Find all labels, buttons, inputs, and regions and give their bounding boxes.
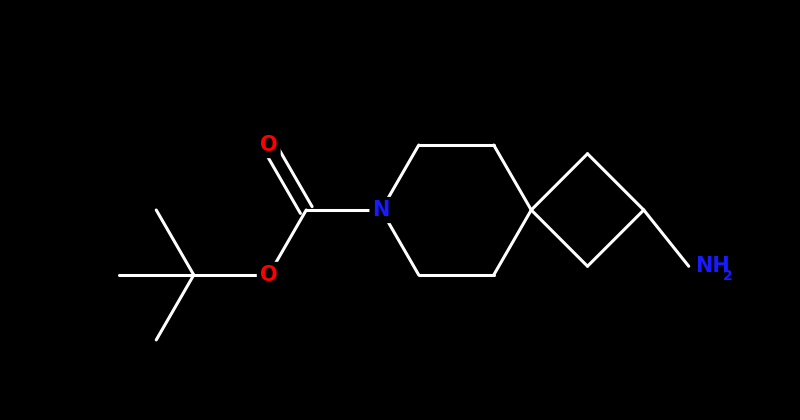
Text: O: O [260,135,278,155]
Text: O: O [260,265,278,285]
Text: 2: 2 [723,269,733,283]
Text: N: N [373,200,390,220]
Text: NH: NH [694,256,730,276]
